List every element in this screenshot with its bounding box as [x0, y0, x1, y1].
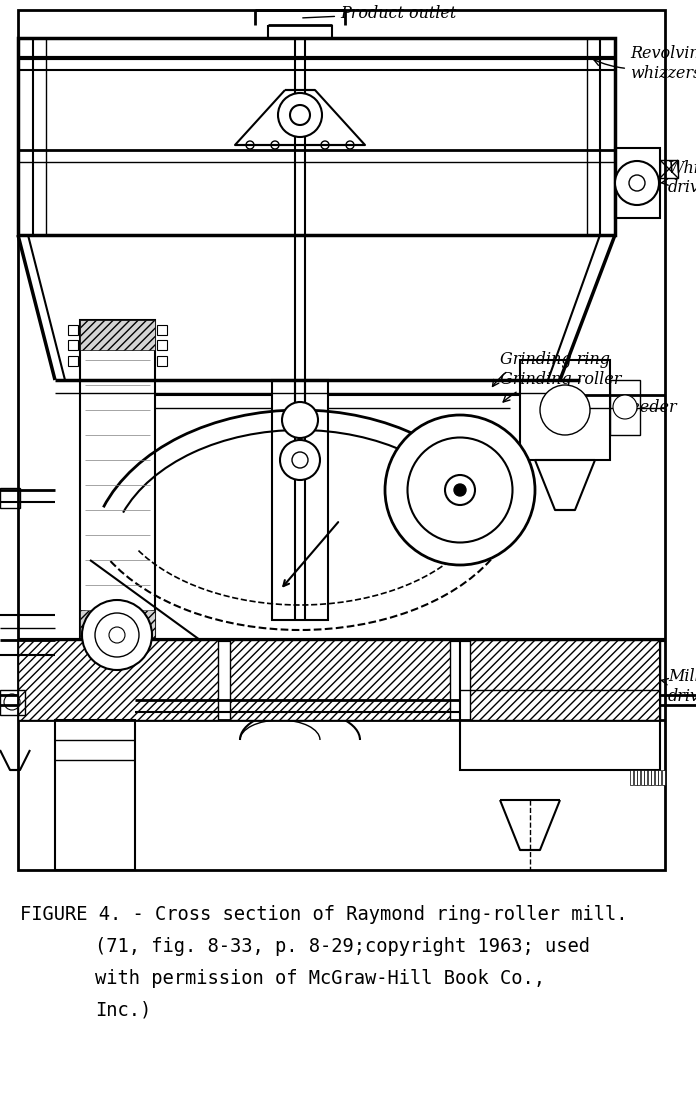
Bar: [651, 770, 654, 785]
Bar: [658, 770, 661, 785]
Text: Grinding ring: Grinding ring: [493, 351, 610, 386]
Bar: [272, 380, 328, 620]
Bar: [644, 770, 647, 785]
Bar: [230, 640, 450, 720]
Bar: [633, 770, 637, 785]
Text: FIGURE 4. - Cross section of Raymond ring-roller mill.: FIGURE 4. - Cross section of Raymond rin…: [20, 905, 628, 924]
Circle shape: [407, 437, 512, 543]
Bar: [640, 770, 644, 785]
Circle shape: [282, 402, 318, 438]
Circle shape: [615, 161, 659, 205]
Text: with permission of McGraw-Hill Book Co.,: with permission of McGraw-Hill Book Co.,: [95, 969, 545, 988]
Bar: [68, 325, 78, 335]
Bar: [520, 360, 610, 460]
Text: Grinding roller: Grinding roller: [500, 371, 622, 402]
Bar: [80, 320, 155, 350]
Text: Feeder: Feeder: [614, 400, 677, 416]
Bar: [18, 640, 218, 720]
Bar: [80, 610, 155, 640]
Bar: [80, 320, 155, 640]
Bar: [647, 770, 651, 785]
Circle shape: [613, 395, 637, 419]
Text: Mill
drive: Mill drive: [661, 668, 696, 705]
Bar: [157, 325, 167, 335]
Circle shape: [454, 484, 466, 495]
Bar: [68, 340, 78, 350]
Bar: [660, 160, 678, 178]
Bar: [55, 720, 135, 870]
Circle shape: [540, 385, 590, 435]
Text: (71, fig. 8-33, p. 8-29;copyright 1963; used: (71, fig. 8-33, p. 8-29;copyright 1963; …: [95, 937, 590, 956]
Bar: [0, 690, 25, 715]
Bar: [460, 640, 660, 770]
Bar: [18, 10, 665, 870]
Text: Product outlet: Product outlet: [303, 6, 457, 22]
Bar: [630, 770, 633, 785]
Circle shape: [385, 415, 535, 565]
Bar: [661, 770, 665, 785]
Bar: [68, 356, 78, 366]
Bar: [0, 488, 20, 508]
Bar: [610, 380, 640, 435]
Bar: [18, 39, 615, 235]
Circle shape: [278, 92, 322, 137]
Bar: [157, 356, 167, 366]
Text: Whizzer
drive: Whizzer drive: [661, 160, 696, 196]
Circle shape: [280, 440, 320, 480]
Bar: [637, 770, 640, 785]
Bar: [157, 340, 167, 350]
Bar: [470, 640, 660, 720]
Text: Revolving
whizzers: Revolving whizzers: [594, 45, 696, 81]
Circle shape: [82, 600, 152, 671]
Text: Inc.): Inc.): [95, 1001, 151, 1020]
Circle shape: [445, 475, 475, 505]
Bar: [654, 770, 658, 785]
Bar: [615, 148, 660, 218]
